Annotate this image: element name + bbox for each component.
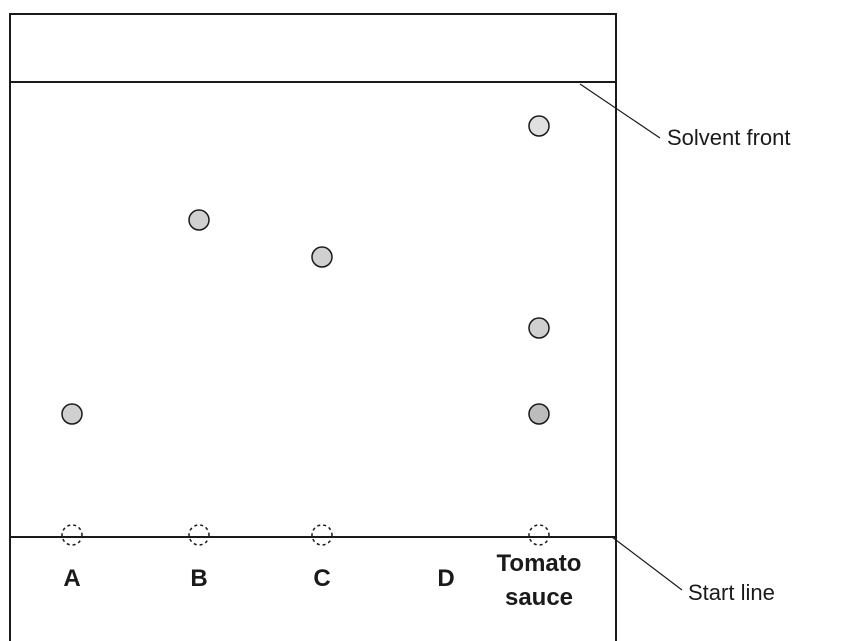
spot-tomato-sauce-bottom: [528, 403, 550, 425]
lane-label-a: A: [63, 565, 80, 592]
start-line-callout-line: [611, 536, 683, 591]
origin-spot-tomato-sauce: [528, 524, 550, 546]
solvent-front-callout-line: [579, 83, 661, 139]
lane-label-tomato-sauce-line1: Tomato: [497, 550, 582, 577]
spot-tomato-sauce-top: [528, 115, 550, 137]
start-line-label: Start line: [688, 580, 775, 605]
paper-outline: [9, 13, 617, 641]
spot-c: [311, 246, 333, 268]
lane-label-b: B: [190, 565, 207, 592]
lane-label-c: C: [313, 565, 330, 592]
lane-label-tomato-sauce-line2: sauce: [505, 584, 573, 611]
spot-a: [61, 403, 83, 425]
lane-label-d: D: [437, 565, 454, 592]
spot-tomato-sauce-middle: [528, 317, 550, 339]
solvent-front-label: Solvent front: [667, 125, 791, 150]
origin-spot-a: [61, 524, 83, 546]
spot-b: [188, 209, 210, 231]
origin-spot-c: [311, 524, 333, 546]
origin-spot-b: [188, 524, 210, 546]
